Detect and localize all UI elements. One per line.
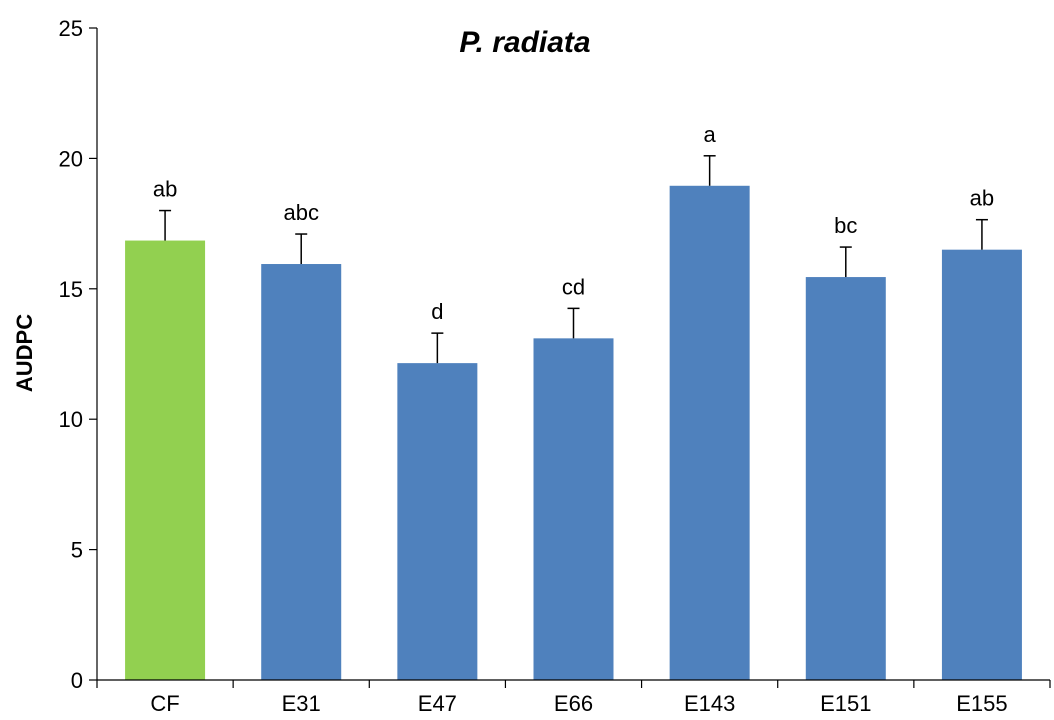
x-tick-label: E66: [554, 691, 593, 716]
error-bars: [159, 155, 988, 364]
bar-e143: [669, 185, 750, 680]
significance-label: bc: [834, 213, 857, 238]
y-tick-label: 0: [71, 668, 83, 693]
y-tick-label: 20: [59, 146, 83, 171]
y-axis-label: AUDPC: [12, 314, 37, 392]
x-tick-label: E155: [956, 691, 1007, 716]
y-tick-label: 5: [71, 538, 83, 563]
significance-label: ab: [153, 177, 177, 202]
bars: [125, 185, 1022, 680]
significance-label: ab: [970, 186, 994, 211]
x-tick-label: E151: [820, 691, 871, 716]
significance-label: abc: [283, 200, 318, 225]
x-tick-label: E31: [282, 691, 321, 716]
bar-e151: [805, 277, 886, 680]
significance-label: d: [431, 299, 443, 324]
y-axis: 0 5 10 15 20 25: [59, 16, 98, 693]
bar-e31: [261, 264, 342, 680]
significance-label: cd: [562, 274, 585, 299]
x-tick-label: E143: [684, 691, 735, 716]
x-axis: CF E31 E47 E66 E143 E151 E155: [96, 679, 1051, 716]
bar-cf: [125, 240, 206, 680]
chart-title: P. radiata: [459, 26, 590, 59]
bar-e66: [533, 338, 614, 680]
y-tick-label: 25: [59, 16, 83, 41]
x-tick-label: E47: [418, 691, 457, 716]
bar-e155: [941, 249, 1022, 680]
bar-e47: [397, 363, 478, 680]
x-tick-label: CF: [150, 691, 179, 716]
y-tick-label: 15: [59, 277, 83, 302]
significance-label: a: [704, 122, 717, 147]
y-tick-label: 10: [59, 407, 83, 432]
